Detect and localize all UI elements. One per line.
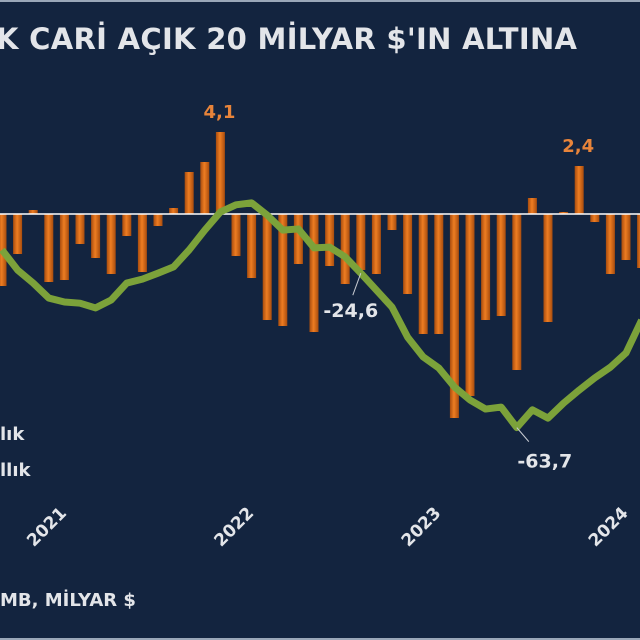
bar-2021-03 [91,214,101,258]
bar-2023-06 [512,214,522,370]
legend-item-bar: lık [0,424,25,445]
bar-2021-02 [75,214,85,244]
top-border [0,0,640,2]
bar-2021-01 [59,214,69,280]
bar-2023-10 [574,166,584,214]
bar-2021-05 [122,214,132,236]
data-label-bar: 2,4 [562,136,594,157]
chart-title: K CARİ AÇIK 20 MİLYAR $'IN ALTINA [0,22,578,56]
bar-2022-12 [418,214,428,334]
data-label-line: -63,7 [517,451,572,473]
bar-2022-03 [278,214,288,326]
bar-2023-04 [481,214,491,320]
bottom-border [0,638,640,640]
data-label-bar: 4,1 [203,102,235,123]
bar-2022-10 [387,214,397,230]
bar-2022-04 [293,214,303,264]
source-note: MB, MİLYAR $ [0,590,136,611]
bar-2021-04 [106,214,116,274]
bar-2023-02 [449,214,459,418]
bar-2022-05 [309,214,319,332]
bar-2023-11 [590,214,600,222]
bar-2021-10 [200,162,210,214]
bar-2023-08 [543,214,553,322]
bar-2023-12 [605,214,615,274]
bar-2021-07 [153,214,163,226]
leader-line [352,272,362,296]
bar-2022-08 [356,214,366,270]
leader-line [516,427,530,442]
line-series [0,199,640,432]
bar-2023-01 [434,214,444,334]
bar-2022-09 [371,214,381,274]
x-tick-label: 2021 [23,503,71,551]
bar-2022-07 [340,214,350,284]
bar-2022-02 [262,214,272,320]
bar-2020-10 [13,214,23,254]
bar-2021-12 [231,214,241,256]
bar-2023-07 [527,198,537,214]
x-tick-label: 2023 [398,503,446,551]
bar-2020-11 [28,210,38,214]
bar-2023-03 [465,214,475,396]
bar-2021-09 [184,172,194,214]
bar-2022-11 [403,214,413,294]
x-tick-label: 2024 [585,503,633,551]
bar-2024-01 [621,214,631,260]
bar-2021-08 [169,208,179,214]
bar-2024-02 [637,214,640,268]
bar-2021-11 [215,132,225,214]
bar-2022-01 [247,214,257,278]
bar-2023-09 [559,212,569,214]
x-tick-label: 2022 [211,503,259,551]
bar-2020-12 [44,214,54,282]
bar-2022-06 [325,214,335,266]
bar-2023-05 [496,214,506,316]
data-label-line: -24,6 [323,300,378,322]
legend-item-line: llık [0,460,31,481]
bar-2021-06 [137,214,147,272]
